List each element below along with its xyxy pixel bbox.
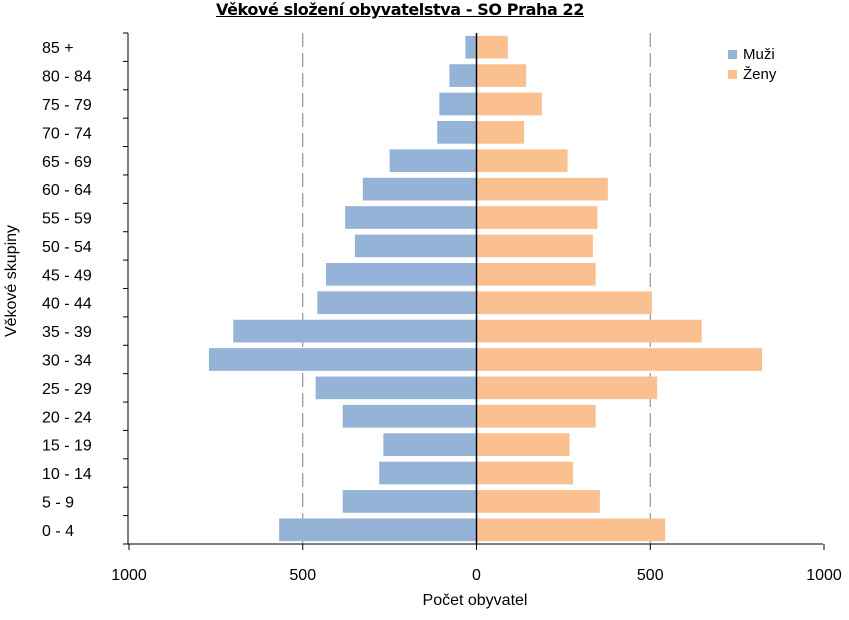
legend-swatch-zeny [728, 69, 737, 79]
y-tick-label-4: 20 - 24 [42, 409, 92, 426]
y-tick-label-9: 45 - 49 [42, 267, 92, 284]
y-tick-label-7: 35 - 39 [42, 324, 92, 341]
legend-label-zeny: Ženy [743, 65, 777, 83]
legend: Muži Ženy [728, 44, 776, 84]
bar-muzi-7 [233, 319, 477, 343]
bar-muzi-1 [342, 490, 477, 513]
y-tick-label-6: 30 - 34 [42, 352, 92, 369]
x-tick-label-2: 0 [472, 567, 481, 584]
y-tick-label-15: 75 - 79 [42, 97, 92, 114]
bar-zeny-1 [476, 490, 600, 513]
y-tick-label-3: 15 - 19 [42, 438, 92, 455]
y-tick-label-8: 40 - 44 [42, 296, 92, 313]
bar-zeny-11 [476, 206, 598, 229]
bar-zeny-2 [476, 461, 574, 485]
bar-zeny-7 [476, 319, 702, 343]
y-tick-label-13: 65 - 69 [42, 154, 92, 171]
legend-swatch-muzi [728, 49, 737, 59]
bar-muzi-5 [315, 376, 477, 400]
bar-muzi-4 [342, 404, 477, 428]
bar-muzi-0 [279, 518, 477, 542]
bar-zeny-8 [476, 291, 652, 315]
x-tick-label-4: 1000 [806, 567, 842, 584]
y-tick-label-0: 0 - 4 [42, 523, 74, 540]
y-tick-label-12: 60 - 64 [42, 182, 92, 199]
bar-zeny-4 [476, 404, 596, 428]
bar-muzi-2 [379, 461, 477, 485]
bar-zeny-9 [476, 262, 596, 286]
legend-item-zeny: Ženy [728, 64, 776, 84]
bar-muzi-11 [345, 206, 477, 229]
bar-muzi-14 [437, 121, 477, 144]
bar-muzi-9 [326, 262, 477, 286]
bar-muzi-8 [317, 291, 477, 315]
bar-muzi-16 [449, 64, 477, 87]
x-axis-label: Počet obyvatel [422, 592, 528, 609]
y-tick-label-5: 25 - 29 [42, 381, 92, 398]
y-axis-label: Věkové skupiny [3, 224, 20, 338]
y-tick-label-14: 70 - 74 [42, 125, 92, 142]
bar-muzi-15 [439, 92, 477, 116]
bar-muzi-17 [465, 35, 477, 59]
bar-zeny-17 [476, 35, 508, 59]
bar-zeny-5 [476, 376, 658, 400]
y-tick-label-2: 10 - 14 [42, 466, 92, 483]
bar-muzi-12 [362, 177, 477, 201]
y-tick-label-1: 5 - 9 [42, 494, 74, 511]
bar-muzi-3 [383, 433, 477, 456]
bar-zeny-3 [476, 433, 570, 456]
bar-zeny-10 [476, 234, 593, 258]
legend-item-muzi: Muži [728, 44, 776, 64]
bar-muzi-10 [354, 234, 477, 258]
x-tick-label-1: 500 [289, 567, 316, 584]
bar-muzi-13 [389, 149, 477, 173]
bar-muzi-6 [208, 348, 477, 371]
bar-zeny-15 [476, 92, 542, 116]
y-tick-label-10: 50 - 54 [42, 239, 92, 256]
chart-title: Věkové složení obyvatelstva - SO Praha 2… [215, 0, 585, 19]
x-tick-label-0: 1000 [111, 567, 147, 584]
bar-zeny-14 [476, 121, 525, 144]
bar-zeny-6 [476, 348, 763, 371]
y-tick-label-11: 55 - 59 [42, 211, 92, 228]
y-tick-label-16: 80 - 84 [42, 69, 92, 86]
x-tick-label-3: 500 [637, 567, 664, 584]
legend-label-muzi: Muži [743, 45, 775, 63]
bar-zeny-16 [476, 64, 527, 87]
y-tick-label-17: 85 + [42, 40, 74, 57]
bar-zeny-0 [476, 518, 666, 542]
bar-zeny-12 [476, 177, 608, 201]
bar-zeny-13 [476, 149, 568, 173]
